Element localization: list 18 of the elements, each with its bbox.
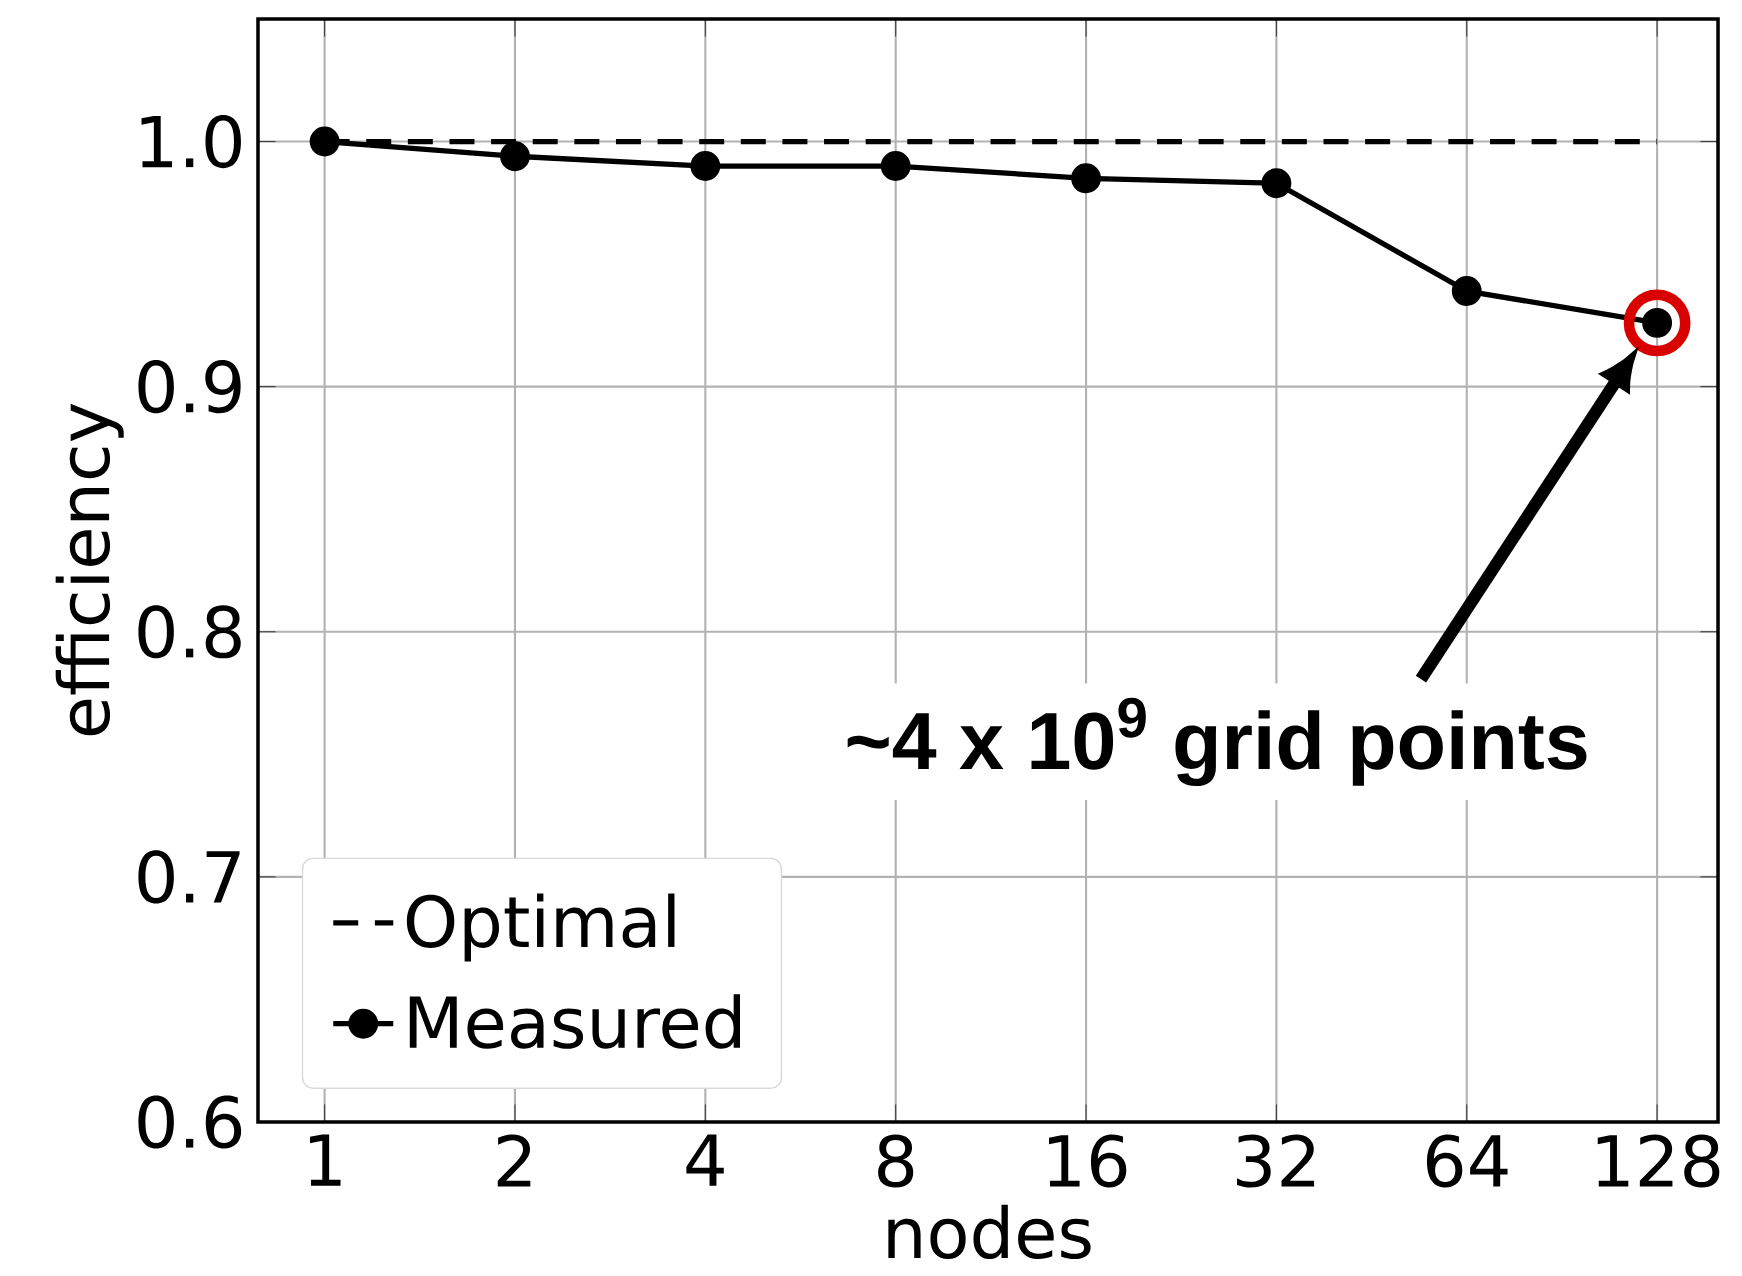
x-tick-label: 2	[497, 1134, 531, 1187]
x-tick-label: 128	[1597, 1134, 1720, 1188]
x-tick-label: 32	[1237, 1134, 1315, 1188]
y-axis-title: efficiency	[55, 403, 124, 736]
legend-label: Optimal	[406, 893, 675, 962]
x-tick-label: 4	[686, 1134, 724, 1186]
y-tick-label: 0.7	[138, 850, 240, 904]
x-tick-label: 1	[309, 1134, 341, 1186]
annotation: ~4 x 10$^{9}$ grid points	[847, 697, 1587, 787]
x-tick-label: 16	[1049, 1134, 1127, 1188]
x-axis-title: nodes	[888, 1204, 1091, 1260]
x-tick-label: 8	[878, 1134, 914, 1188]
y-tick-label: 0.6	[138, 1095, 242, 1149]
y-tick-label: 1.0	[141, 114, 241, 169]
y-tick-label: 0.8	[138, 605, 241, 659]
y-tick-label: 0.9	[138, 360, 241, 414]
x-tick-label: 64	[1426, 1134, 1508, 1188]
legend-label: Measured	[409, 994, 740, 1049]
